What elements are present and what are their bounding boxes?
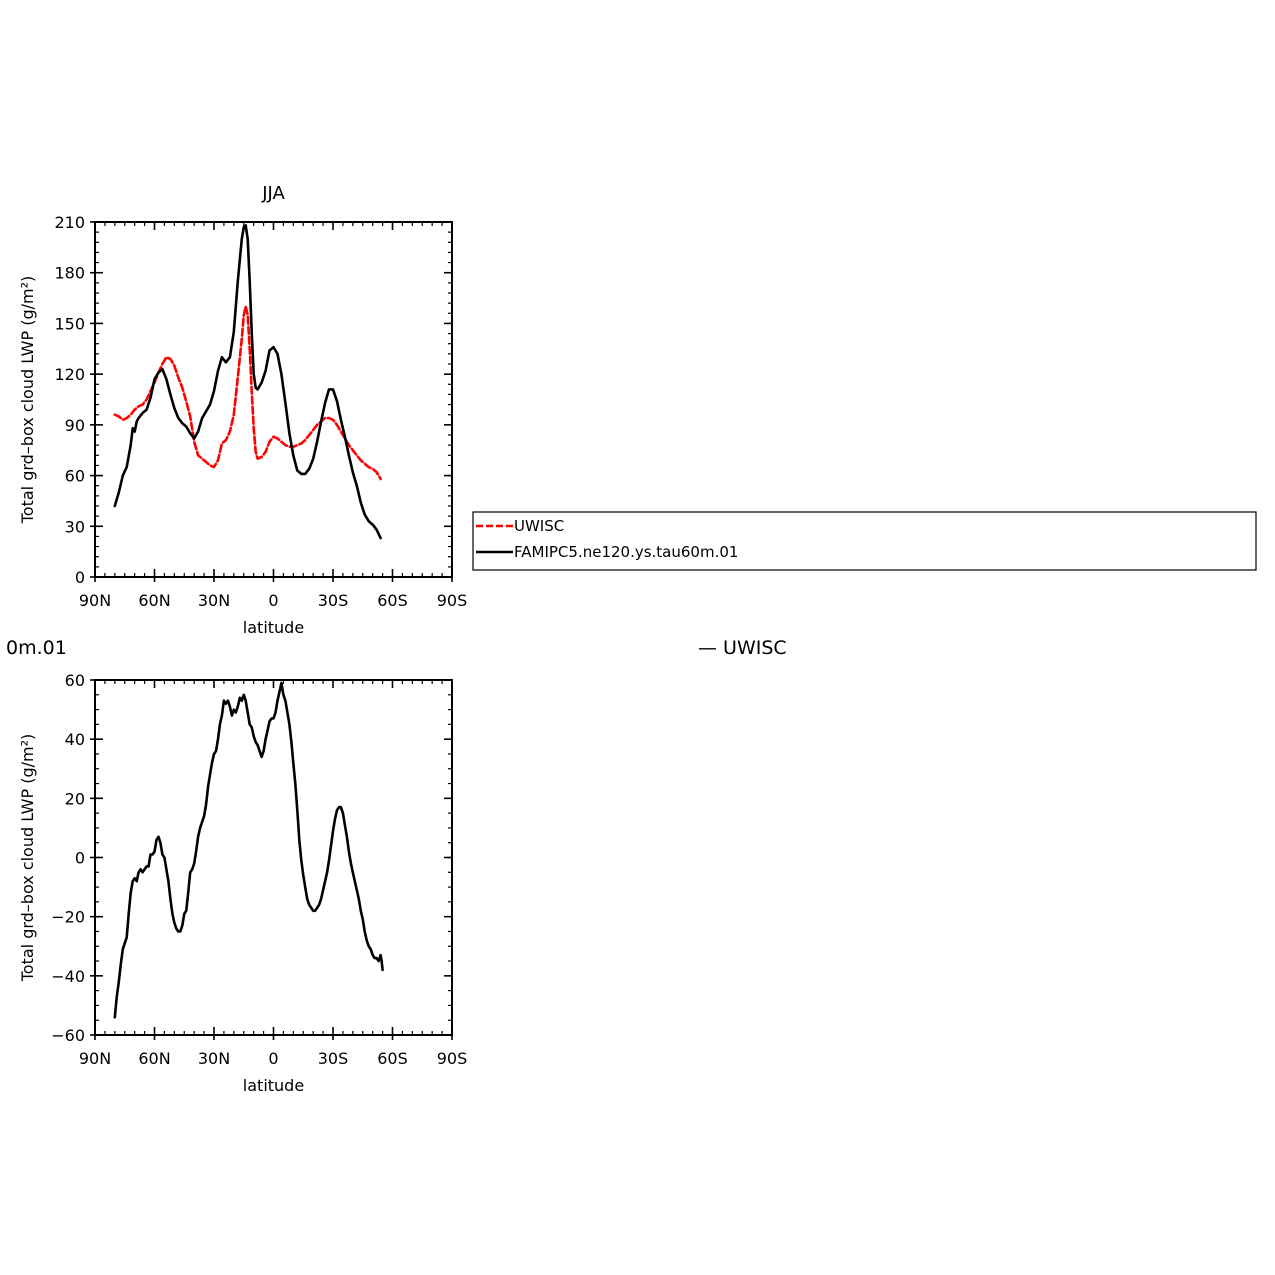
x-tick-label: 30N [198,1049,230,1068]
x-tick-label: 30S [318,591,349,610]
x-tick-label: 0 [268,1049,278,1068]
y-tick-label: 150 [54,314,85,333]
y-tick-label: −20 [51,908,85,927]
x-tick-label: 30S [318,1049,349,1068]
y-axis-label: Total grd–box cloud LWP (g/m²) [18,734,37,983]
y-tick-label: −40 [51,967,85,986]
y-axis-label: Total grd–box cloud LWP (g/m²) [18,276,37,525]
x-axis-label: latitude [243,1076,304,1095]
y-tick-label: −60 [51,1026,85,1045]
legend-label-uwisc: UWISC [514,517,564,535]
y-tick-label: 60 [65,467,85,486]
x-tick-label: 60S [377,1049,408,1068]
x-tick-label: 0 [268,591,278,610]
x-axis-label: latitude [243,618,304,637]
chart-title: JJA [261,183,285,204]
y-tick-label: 0 [75,849,85,868]
series-line-uwisc [113,305,382,481]
x-tick-label: 60N [138,591,170,610]
plot-frame [94,679,453,1036]
x-tick-label: 90N [79,591,111,610]
y-tick-label: 60 [65,671,85,690]
x-tick-label: 90S [437,591,468,610]
y-tick-label: 40 [65,730,85,749]
top-plot: 90N 60N 30N 0 30S 60S 90S 0 30 60 90 120 150 180 210 JJ… [18,183,467,637]
legend: UWISC FAMIPC5.ne120.ys.tau60m.01 [472,511,1257,571]
x-tick-label: 90N [79,1049,111,1068]
series-line-famipc5-ne120-ys-tau60m-01 [113,224,382,540]
bottom-plot: 90N 60N 30N 0 30S 60S 90S −60 −40 −20 0 20 40 60 latit… [18,671,467,1095]
x-tick-label: 60N [138,1049,170,1068]
stray-title-right: — UWISC [698,637,787,659]
y-tick-label: 210 [54,213,85,232]
y-tick-label: 180 [54,264,85,283]
x-tick-label: 90S [437,1049,468,1068]
y-tick-label: 0 [75,568,85,587]
y-tick-label: 30 [65,517,85,536]
legend-label-famipc5: FAMIPC5.ne120.ys.tau60m.01 [514,543,738,561]
plot-frame [94,221,453,578]
x-tick-label: 30N [198,591,230,610]
stray-title-left: 0m.01 [6,637,67,659]
y-tick-label: 120 [54,365,85,384]
x-tick-label: 60S [377,591,408,610]
y-tick-label: 20 [65,789,85,808]
legend-frame [472,511,1257,571]
series-line-difference [113,681,384,1019]
y-tick-label: 90 [65,416,85,435]
